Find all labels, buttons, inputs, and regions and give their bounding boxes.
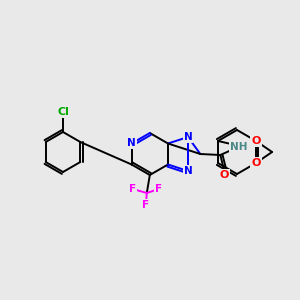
Text: O: O bbox=[251, 136, 261, 146]
Text: N: N bbox=[184, 132, 192, 142]
Text: Cl: Cl bbox=[57, 107, 69, 117]
Text: F: F bbox=[142, 200, 149, 210]
Text: N: N bbox=[127, 139, 136, 148]
Text: O: O bbox=[220, 170, 229, 180]
Text: N: N bbox=[184, 166, 192, 176]
Text: NH: NH bbox=[230, 142, 247, 152]
Text: F: F bbox=[129, 184, 137, 194]
Text: F: F bbox=[155, 184, 162, 194]
Text: O: O bbox=[251, 158, 261, 168]
